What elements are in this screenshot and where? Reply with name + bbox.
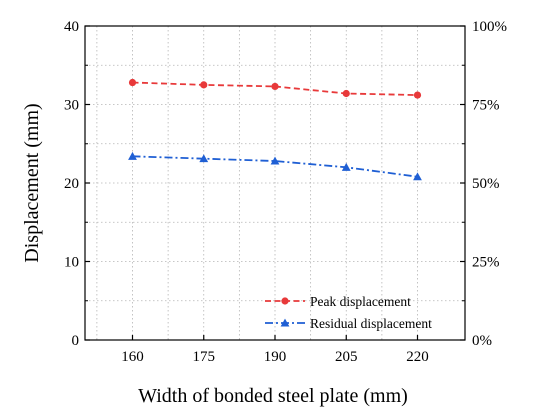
- legend-marker: [280, 318, 290, 327]
- data-point: [128, 78, 137, 87]
- series-residual-displacement: [128, 151, 422, 181]
- x-tick-label: 205: [335, 349, 358, 365]
- grid: [85, 26, 465, 340]
- data-point: [270, 156, 280, 165]
- y2-tick-label: 75%: [472, 98, 500, 114]
- axes: [84, 25, 466, 341]
- y2-tick-label: 100%: [472, 19, 507, 35]
- data-point: [128, 151, 137, 160]
- x-tick-label: 175: [193, 349, 216, 365]
- y-tick-label: 40: [64, 19, 79, 35]
- data-point: [413, 172, 422, 181]
- x-axis-title: Width of bonded steel plate (mm): [138, 385, 408, 407]
- series-peak-displacement: [128, 78, 422, 99]
- data-point: [199, 154, 209, 163]
- legend-label: Peak displacement: [310, 294, 411, 309]
- legend: Peak displacement Residual displacement: [265, 294, 432, 331]
- x-tick-label: 220: [406, 349, 429, 365]
- x-tick-label: 160: [121, 349, 144, 365]
- data-point: [271, 82, 279, 91]
- y2-tick-label: 25%: [472, 255, 500, 271]
- series-layer: [128, 78, 422, 181]
- legend-label: Residual displacement: [310, 316, 432, 331]
- y-tick-label: 0: [72, 333, 80, 349]
- x-tick-label: 190: [264, 349, 287, 365]
- y2-tick-label: 50%: [472, 176, 500, 192]
- legend-item: Residual displacement: [265, 316, 432, 331]
- data-point: [342, 89, 350, 98]
- y-tick-label: 20: [64, 176, 79, 192]
- y-axis-title: Displacement (mm): [21, 103, 43, 262]
- y2-tick-label: 0%: [472, 333, 492, 349]
- y-tick-label: 30: [64, 98, 79, 114]
- data-point: [341, 162, 351, 171]
- data-point: [200, 81, 208, 89]
- legend-item: Peak displacement: [265, 294, 411, 309]
- data-point: [413, 91, 422, 99]
- tick-labels: 0 10 20 30 40 0% 25% 50% 75% 100% 160 175 190 205 220: [64, 19, 507, 365]
- legend-marker: [281, 297, 289, 305]
- y-tick-label: 10: [64, 255, 79, 271]
